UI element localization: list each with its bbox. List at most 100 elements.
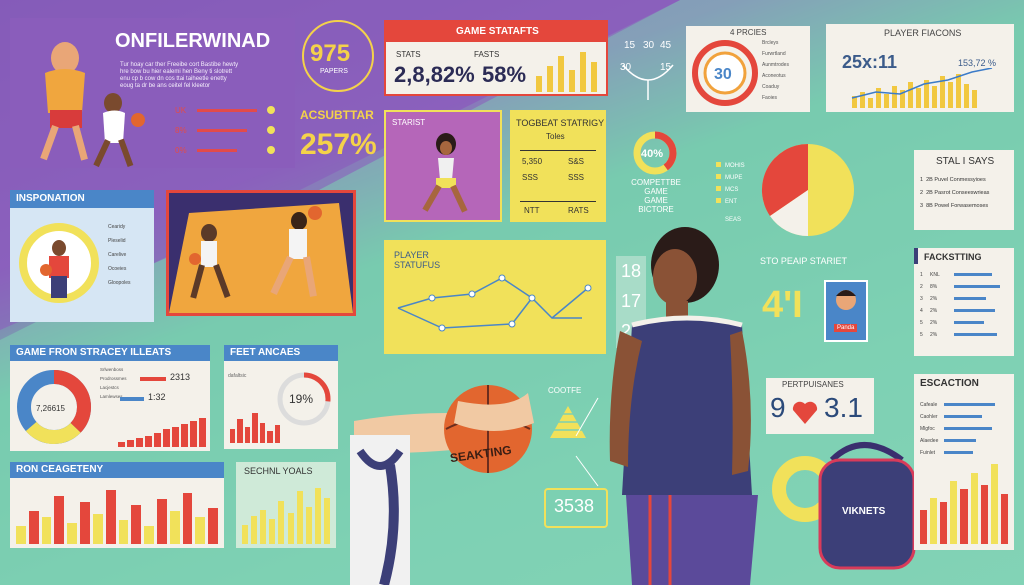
bar-row: Alaedee bbox=[920, 436, 1010, 448]
bar-mark bbox=[287, 513, 294, 544]
bar-mark bbox=[144, 526, 154, 544]
bar-row-fill bbox=[944, 439, 976, 442]
bag-illustration: VIKNETS bbox=[818, 442, 916, 570]
score-value: 975 bbox=[310, 40, 351, 67]
game-frstr-line bbox=[140, 377, 166, 381]
bar-mark bbox=[199, 418, 206, 447]
player-stat-subtitle: STATUFUS bbox=[394, 260, 441, 270]
bar-row-num: 1 bbox=[920, 272, 923, 278]
fnc-rings: 30 bbox=[692, 40, 758, 106]
donut-40-value: 40% bbox=[641, 148, 663, 160]
bar-mark bbox=[118, 520, 129, 544]
inspiration-panel: INSPONATION Cearidy Pleselid Carelive Oc… bbox=[10, 190, 154, 322]
hero-pct-bar bbox=[197, 129, 247, 132]
hero-panel: ONFILERWINAD Tur hoay car ther Freeibe c… bbox=[10, 18, 295, 168]
bar-mark bbox=[960, 489, 968, 544]
game-frstr-l1: 2313 bbox=[170, 372, 191, 382]
stal-says-list: 1 2B Puvel Conmessyioes 2 2B Pasrot Cons… bbox=[920, 174, 989, 213]
minibar bbox=[536, 76, 542, 92]
bullet-item: MUPE bbox=[716, 172, 745, 184]
game-stats-minibars bbox=[536, 48, 602, 92]
stal-says-row: 2 2B Pasrot Conseeswrieas bbox=[920, 187, 989, 200]
stats-label: STATS bbox=[396, 50, 421, 59]
bar-mark bbox=[237, 419, 243, 443]
bar-row-num: 2 bbox=[920, 284, 923, 290]
bar-row-fill bbox=[944, 451, 973, 454]
feet-ancats-panel: FEET ANCAES 19% dafaltsic bbox=[224, 345, 338, 449]
bar-row-fill bbox=[944, 427, 992, 430]
bar-mark bbox=[267, 431, 273, 443]
runner-illustration bbox=[422, 133, 468, 213]
main-pie bbox=[761, 143, 854, 237]
player-fiacons-chart bbox=[851, 68, 993, 108]
bar-row-label: Fuinlet bbox=[920, 450, 936, 456]
game-stats-title: GAME STATAFTS bbox=[456, 26, 539, 37]
stal-says-title: STAL I SAYS bbox=[936, 156, 995, 167]
fnc-legend-item: Faoies bbox=[762, 95, 778, 101]
bar-mark bbox=[252, 413, 258, 443]
bar-row: Mlgfoc bbox=[920, 424, 1010, 436]
feet-ancats-title: FEET ANCAES bbox=[224, 345, 338, 361]
bar-mark bbox=[274, 425, 280, 443]
inspiration-legend-item: Ocoeies bbox=[108, 266, 127, 272]
facts-title-bar bbox=[914, 248, 918, 264]
bar-mark bbox=[990, 464, 998, 544]
bracket-diagram: 15 30 45 30 15 bbox=[620, 40, 674, 100]
escaction-rows: Cafeale Caohler Mlgfoc Alaedee Fuinlet bbox=[920, 400, 1010, 460]
bar-mark bbox=[92, 514, 103, 544]
bar-mark bbox=[172, 427, 179, 447]
pert-left: 9 bbox=[770, 392, 786, 423]
bar-mark bbox=[251, 516, 258, 544]
bar-mark bbox=[105, 490, 116, 544]
game-stats-title-bar bbox=[386, 22, 606, 42]
bar-mark bbox=[80, 502, 90, 544]
bar-mark bbox=[305, 506, 312, 544]
escaction-bars bbox=[920, 460, 1008, 544]
feet-ancats-caption: dafaltsic bbox=[228, 373, 247, 379]
coote-label: COOTFE bbox=[548, 386, 582, 395]
ron-cat-title: RON CEAGETENY bbox=[10, 462, 224, 478]
togbeat-cell: 5,350 bbox=[522, 157, 543, 166]
hero-body-line: hre bow bu hier ealemi hen Beny ti slotr… bbox=[120, 69, 233, 75]
bar-mark bbox=[940, 502, 948, 544]
hero-players-illustration bbox=[40, 42, 145, 168]
togbeat-foot: NTT bbox=[524, 206, 540, 215]
bullet-list: MOHIS MUPE MCS ENT SEAS bbox=[716, 160, 745, 226]
fnc-panel: 4 PRCIES 30 Brcleys Furwrtland Aunmtrode… bbox=[686, 26, 810, 112]
hero-body: Tur hoay car ther Freeibe cort Bastibe h… bbox=[120, 62, 290, 90]
hero-pct-dot bbox=[267, 106, 275, 114]
bar-row-label: Mlgfoc bbox=[920, 426, 935, 432]
fnc-legend-item: Furwrtland bbox=[762, 51, 786, 57]
bar-mark bbox=[195, 517, 206, 544]
sto-pepy-value: 4'I bbox=[762, 284, 803, 326]
minibar bbox=[569, 70, 575, 92]
bar-row: 1 KNL bbox=[920, 270, 1010, 282]
inspiration-title: INSPONATION bbox=[10, 190, 154, 208]
player-fiacons-right-value: 153,72 % bbox=[958, 58, 997, 68]
sto-pepy-title: STO PEAIP STARIET bbox=[760, 256, 848, 266]
bar-row-label: 2% bbox=[930, 308, 938, 314]
minibar bbox=[547, 66, 553, 92]
player-fiacons-panel: PLAYER FIACONS 25x:11 153,72 % bbox=[826, 24, 1014, 112]
togbeat-panel: TOGBEAT STATRIGY Toles 5,350 S&S SSS SSS… bbox=[510, 110, 606, 222]
fasts-label: FASTS bbox=[474, 50, 500, 59]
game-frstr-label: Lamlewses bbox=[100, 394, 123, 399]
game-frstr-panel: GAME FRON STRACEY ILLEATS 7,26615 Srlwen… bbox=[10, 345, 210, 451]
bar-row-num: 3 bbox=[920, 296, 923, 302]
bar-row-fill bbox=[954, 273, 992, 276]
bullet-text: MOHIS bbox=[725, 163, 745, 169]
fnc-legend-item: Aunmtrodes bbox=[762, 62, 789, 68]
bar-mark bbox=[269, 519, 276, 544]
bar-row-num: 4 bbox=[920, 308, 923, 314]
sto-pepy-panel: STO PEAIP STARIET 4'I Panda bbox=[752, 250, 874, 346]
togbeat-foot: RATS bbox=[568, 206, 589, 215]
togbeat-cell: S&S bbox=[568, 157, 585, 166]
pert-right: 3.1 bbox=[824, 392, 863, 423]
escaction-title: ESCACTION bbox=[920, 378, 979, 389]
bar-row-fill bbox=[944, 403, 996, 406]
bar-row-fill bbox=[954, 297, 987, 300]
inspiration-legend: Cearidy Pleselid Carelive Ocoeies Gloopo… bbox=[108, 220, 131, 290]
second-goals-bars bbox=[242, 482, 330, 544]
bar-mark bbox=[208, 508, 218, 544]
bar-mark bbox=[182, 493, 193, 544]
